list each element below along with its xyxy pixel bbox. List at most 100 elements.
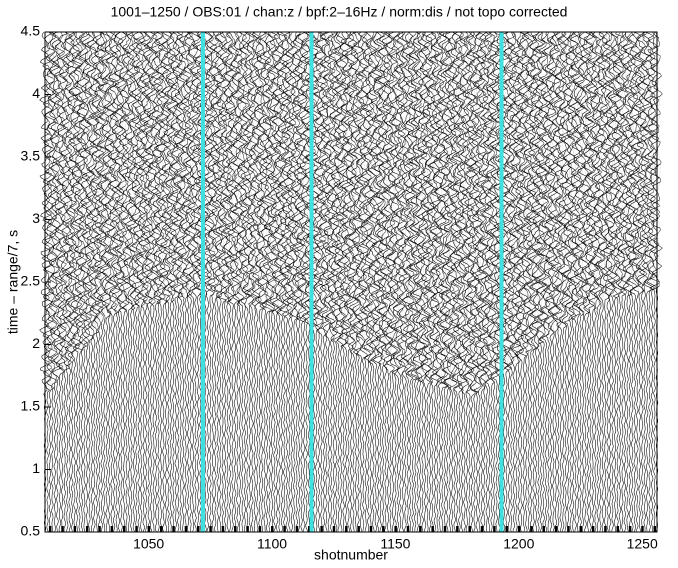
trace-fill: [108, 37, 115, 313]
trace-fill: [506, 31, 512, 371]
trace-fill: [215, 39, 221, 299]
trace-fill: [622, 31, 628, 295]
trace: [476, 31, 488, 533]
shot-tick: [554, 526, 558, 532]
trace-fill: [609, 31, 616, 295]
trace: [547, 31, 559, 533]
x-tick-label: 1150: [380, 536, 410, 552]
x-axis-label: shotnumber: [314, 547, 388, 563]
trace-fill: [410, 35, 416, 379]
trace-fill: [587, 31, 594, 305]
trace: [121, 31, 133, 533]
trace-fill: [274, 33, 280, 311]
trace-fill: [155, 31, 163, 303]
trace: [81, 31, 93, 533]
trace: [278, 31, 291, 533]
y-tick-label: 3.5: [21, 148, 41, 164]
trace: [510, 32, 522, 533]
trace: [607, 31, 618, 533]
trace: [357, 31, 370, 533]
trace: [394, 31, 406, 532]
trace-fill: [649, 33, 656, 291]
trace-fill: [101, 37, 108, 323]
trace-fill: [207, 33, 214, 291]
y-tick-label: 1: [32, 460, 40, 476]
trace-fill: [106, 35, 112, 317]
trace: [597, 31, 609, 533]
trace-fill: [338, 31, 344, 339]
shot-tick: [604, 526, 607, 532]
trace-fill: [538, 31, 545, 343]
trace-fill: [535, 31, 542, 347]
trace-fill: [121, 31, 127, 309]
trace: [646, 31, 658, 533]
shot-tick: [653, 526, 657, 532]
trace: [111, 31, 123, 533]
trace-fill: [264, 31, 270, 311]
shot-tick: [209, 526, 212, 532]
trace-fill: [89, 35, 96, 339]
trace: [372, 31, 384, 533]
trace-fill: [449, 31, 456, 389]
trace: [315, 31, 328, 533]
y-tick-label: 0.5: [21, 523, 41, 539]
trace: [327, 31, 340, 532]
shot-tick: [283, 526, 286, 532]
trace: [88, 31, 101, 533]
trace-fill: [407, 31, 414, 369]
trace-fill: [165, 35, 172, 301]
trace-fill: [402, 31, 409, 373]
trace-fill: [306, 33, 312, 323]
trace-fill: [373, 31, 379, 359]
shot-tick: [382, 526, 385, 532]
shot-tick: [456, 526, 459, 532]
trace: [175, 31, 187, 533]
trace-fill: [67, 33, 73, 365]
trace: [478, 31, 490, 533]
trace-fill: [234, 33, 241, 303]
trace-fill: [160, 31, 167, 299]
trace: [231, 31, 243, 533]
trace-fill: [457, 35, 463, 387]
trace-fill: [558, 31, 564, 327]
trace-fill: [471, 31, 478, 395]
trace-fill: [545, 31, 551, 335]
trace-fill: [350, 35, 357, 343]
trace: [285, 31, 298, 533]
trace-fill: [484, 31, 490, 387]
trace-fill: [575, 31, 581, 315]
trace-fill: [254, 33, 261, 309]
shot-tick: [234, 526, 237, 532]
shot-tick: [48, 526, 52, 532]
shot-tick: [85, 526, 89, 532]
shot-tick: [184, 526, 188, 532]
trace-fill: [62, 31, 68, 373]
trace: [54, 31, 66, 533]
trace-fill: [565, 37, 571, 317]
trace-fill: [291, 41, 297, 313]
trace: [143, 31, 154, 533]
trace: [569, 31, 581, 533]
trace: [463, 31, 476, 533]
trace: [137, 31, 150, 533]
trace: [123, 31, 135, 532]
trace-fill: [464, 31, 471, 387]
shot-tick: [320, 526, 323, 532]
trace-fill: [570, 31, 577, 315]
trace: [441, 31, 454, 533]
trace-fill: [321, 33, 328, 327]
trace-fill: [242, 33, 248, 299]
trace-fill: [377, 33, 384, 365]
trace: [458, 31, 471, 533]
trace-fill: [229, 31, 236, 299]
shot-tick: [135, 526, 138, 532]
trace-fill: [276, 31, 282, 313]
trace-fill: [387, 37, 394, 361]
shot-tick: [345, 526, 348, 532]
trace-fill: [143, 31, 150, 301]
trace-fill: [474, 37, 480, 393]
trace: [150, 31, 163, 533]
trace-fill: [533, 37, 539, 349]
shot-tick: [73, 526, 77, 532]
trace-fill: [437, 33, 443, 383]
